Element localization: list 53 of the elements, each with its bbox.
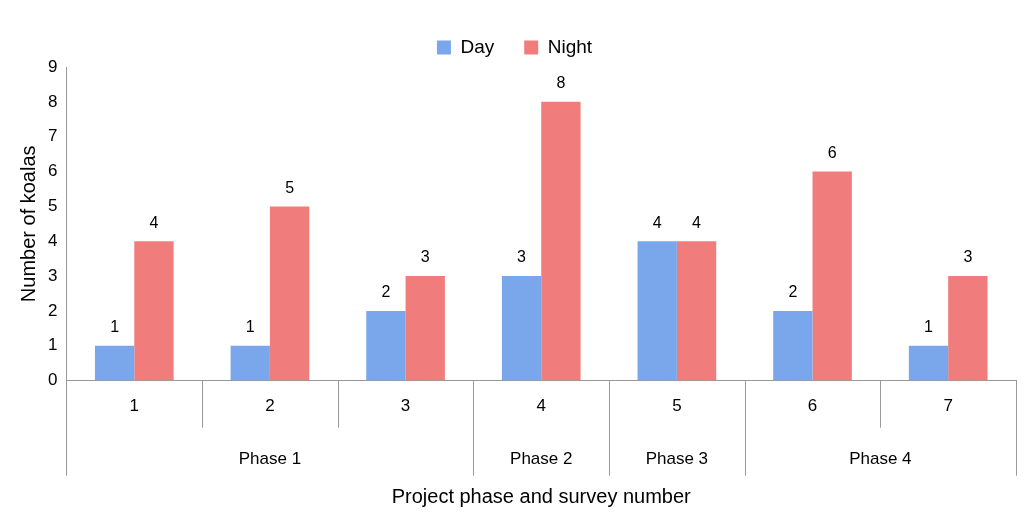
y-tick-label: 0 [47,370,58,390]
x-tick-label: 7 [943,396,953,416]
text: Phase 4 [849,449,912,469]
text: Phase 1 [238,449,302,469]
y-tick-label: 2 [47,300,58,320]
y-tick-label: 1 [47,335,58,355]
data-label: 5 [285,178,295,196]
y-tick-label: 5 [47,196,58,216]
data-label: 6 [827,143,837,161]
bar [773,310,813,381]
bar [637,241,677,381]
bar [366,310,406,381]
x-axis-title: Project phase and survey number [391,484,692,507]
data-label: 3 [517,248,527,266]
bar [812,171,852,381]
y-tick-label: 9 [47,56,58,76]
data-label: 2 [788,283,798,301]
legend-label: Day [460,35,495,57]
data-label: 2 [381,283,391,301]
data-label: 1 [110,318,120,336]
data-label: 4 [149,213,159,231]
data-label: 1 [924,318,934,336]
data-label: 4 [692,213,702,231]
text: Phase 3 [645,449,709,469]
y-axis-title: Number of koalas [16,145,39,303]
x-tick-label: 1 [129,396,140,416]
x-tick-label: 6 [807,396,818,416]
x-tick-label: 3 [400,396,411,416]
data-label: 1 [245,318,255,336]
data-label: 3 [963,248,973,266]
x-tick-label: 4 [536,396,546,416]
bar [948,276,988,381]
y-tick-label: 8 [47,91,58,111]
y-tick-label: 6 [47,161,58,181]
bar [541,101,581,381]
bar [94,345,135,381]
y-tick-label: 4 [47,230,58,250]
bar [676,241,717,381]
legend-label: Night [547,35,593,57]
data-label: 4 [652,213,662,231]
data-label: 8 [556,74,566,92]
bar [908,345,949,381]
text: Phase 2 [510,449,573,469]
y-tick-label: 7 [47,126,58,146]
bar [405,276,445,381]
bar [134,241,174,381]
bar [501,276,542,381]
bar [269,206,310,381]
x-tick-label: 5 [672,396,682,416]
bar [230,345,270,381]
y-tick-label: 3 [47,265,58,285]
x-tick-label: 2 [265,396,275,416]
data-label: 3 [420,248,430,266]
